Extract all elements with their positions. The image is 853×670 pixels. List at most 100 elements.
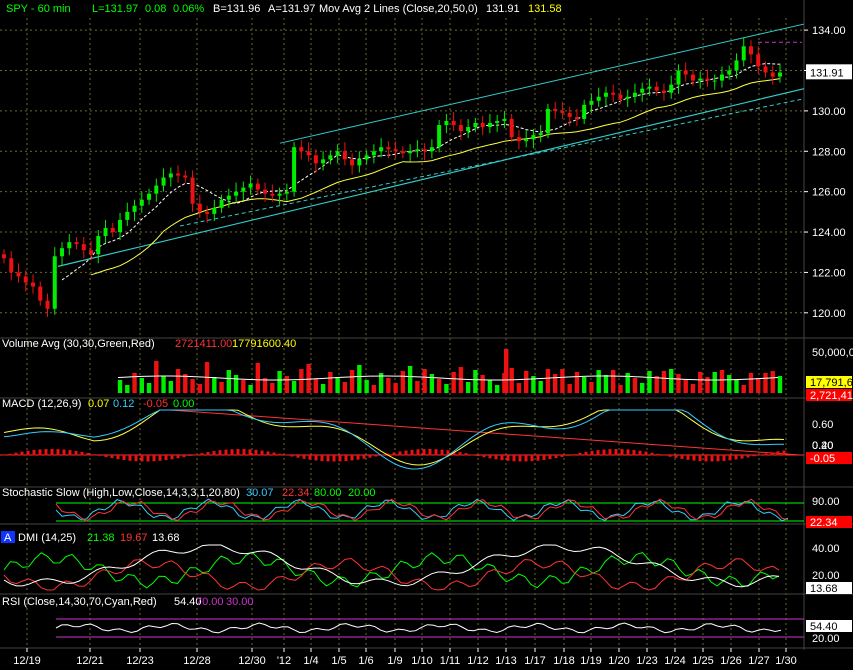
candle (545, 103, 550, 139)
price-tick-label: 134.00 (812, 25, 846, 37)
dmi-tick-label: 20.00 (812, 570, 840, 582)
candle-body (582, 104, 587, 119)
candle (234, 182, 239, 202)
candle (81, 237, 86, 259)
macd-histogram-bar (770, 452, 774, 456)
date-tick-label: 1/5 (331, 655, 346, 667)
candle (734, 53, 739, 79)
candle-body (357, 159, 362, 166)
macd-histogram-bar (638, 450, 642, 456)
macd-histogram-bar (224, 449, 228, 456)
date-tick-label: 1/25 (692, 655, 713, 667)
volume-bar (291, 381, 297, 393)
volume-value-1: 2721411.00 (175, 338, 232, 350)
candle (458, 118, 463, 141)
macd-histogram-bar (350, 455, 354, 461)
macd-histogram-bar (368, 455, 372, 458)
macd-histogram-bar (620, 449, 624, 456)
date-tick-label: 12/19 (13, 655, 41, 667)
macd-histogram-bar (284, 454, 288, 456)
stoch-box (806, 516, 852, 528)
stoch-box-label: 22.34 (810, 517, 838, 529)
macd-histogram-bar (428, 449, 432, 456)
stoch-d-line (55, 498, 789, 522)
volume-box-1-label: 17,791,6 (810, 377, 853, 389)
volume-bar (763, 373, 768, 393)
volume-bar (748, 373, 754, 393)
macd-v3: -0.05 (143, 398, 168, 410)
volume-bar (233, 375, 239, 393)
macd-histogram-bar (260, 450, 264, 456)
candle-body (480, 123, 485, 128)
candle-body (284, 191, 289, 194)
candle-body (611, 92, 616, 95)
volume-bar (516, 383, 522, 393)
candle-body (212, 207, 217, 214)
macd-histogram-bar (782, 450, 786, 456)
candle (705, 69, 710, 87)
volume-bar (175, 369, 181, 393)
volume-bar (538, 381, 543, 393)
volume-bar (610, 370, 616, 393)
candle-body (727, 70, 732, 75)
candle-body (640, 88, 645, 93)
last-price-box-label: 131.91 (810, 67, 844, 79)
candle-body (139, 199, 144, 206)
candle-body (219, 199, 224, 208)
volume-bar (523, 371, 529, 393)
macd-histogram-bar (566, 455, 570, 456)
candle-body (118, 219, 123, 233)
trendline-lower (57, 88, 805, 267)
volume-bar (770, 371, 775, 393)
candle-body (698, 78, 703, 81)
candle (415, 140, 420, 158)
candle (139, 191, 144, 213)
candle-body (321, 159, 326, 164)
volume-bar (480, 375, 485, 393)
candle-body (524, 139, 529, 142)
candle (502, 110, 507, 129)
volume-bar (690, 384, 696, 393)
volume-bar (284, 376, 290, 393)
macd-histogram-bar (206, 452, 210, 456)
candle (321, 151, 326, 171)
price-tick-label: 122.00 (812, 267, 846, 279)
macd-histogram-bar (434, 449, 438, 456)
macd-histogram-bar (752, 455, 756, 457)
macd-v4: 0.00 (173, 398, 194, 410)
volume-bar (581, 377, 587, 393)
candle-body (168, 173, 173, 178)
candle-body (770, 72, 775, 77)
candle-body (270, 193, 275, 196)
candle-body (487, 123, 492, 128)
candle-body (654, 86, 659, 91)
macd-histogram-bar (26, 450, 30, 456)
candle (690, 69, 695, 86)
candle (778, 63, 782, 83)
candle (567, 106, 572, 127)
price-tick-label: 126.00 (812, 187, 846, 199)
date-tick-label: 1/30 (775, 655, 796, 667)
candle-body (205, 211, 210, 214)
volume-value-2: 17791600.40 (232, 338, 296, 350)
candle-body (444, 120, 449, 126)
candle-body (125, 211, 130, 220)
rsi-box (806, 620, 852, 632)
dmi-v1: 21.38 (87, 532, 115, 544)
dmi-box (806, 582, 852, 594)
macd-histogram-bar (296, 455, 300, 458)
candle-body (96, 236, 101, 255)
candle (524, 130, 529, 148)
macd-histogram-bar (476, 455, 480, 457)
candle (219, 194, 224, 213)
candle (538, 125, 543, 143)
macd-histogram-bar (92, 454, 96, 456)
dmi-badge[interactable] (1, 531, 15, 543)
volume-bar (705, 377, 710, 393)
volume-bar (400, 371, 406, 393)
macd-histogram-bar (194, 454, 198, 456)
macd-signal-line (3, 409, 784, 470)
candle-body (277, 193, 282, 196)
macd-histogram-bar (266, 451, 270, 456)
candle (553, 101, 558, 119)
